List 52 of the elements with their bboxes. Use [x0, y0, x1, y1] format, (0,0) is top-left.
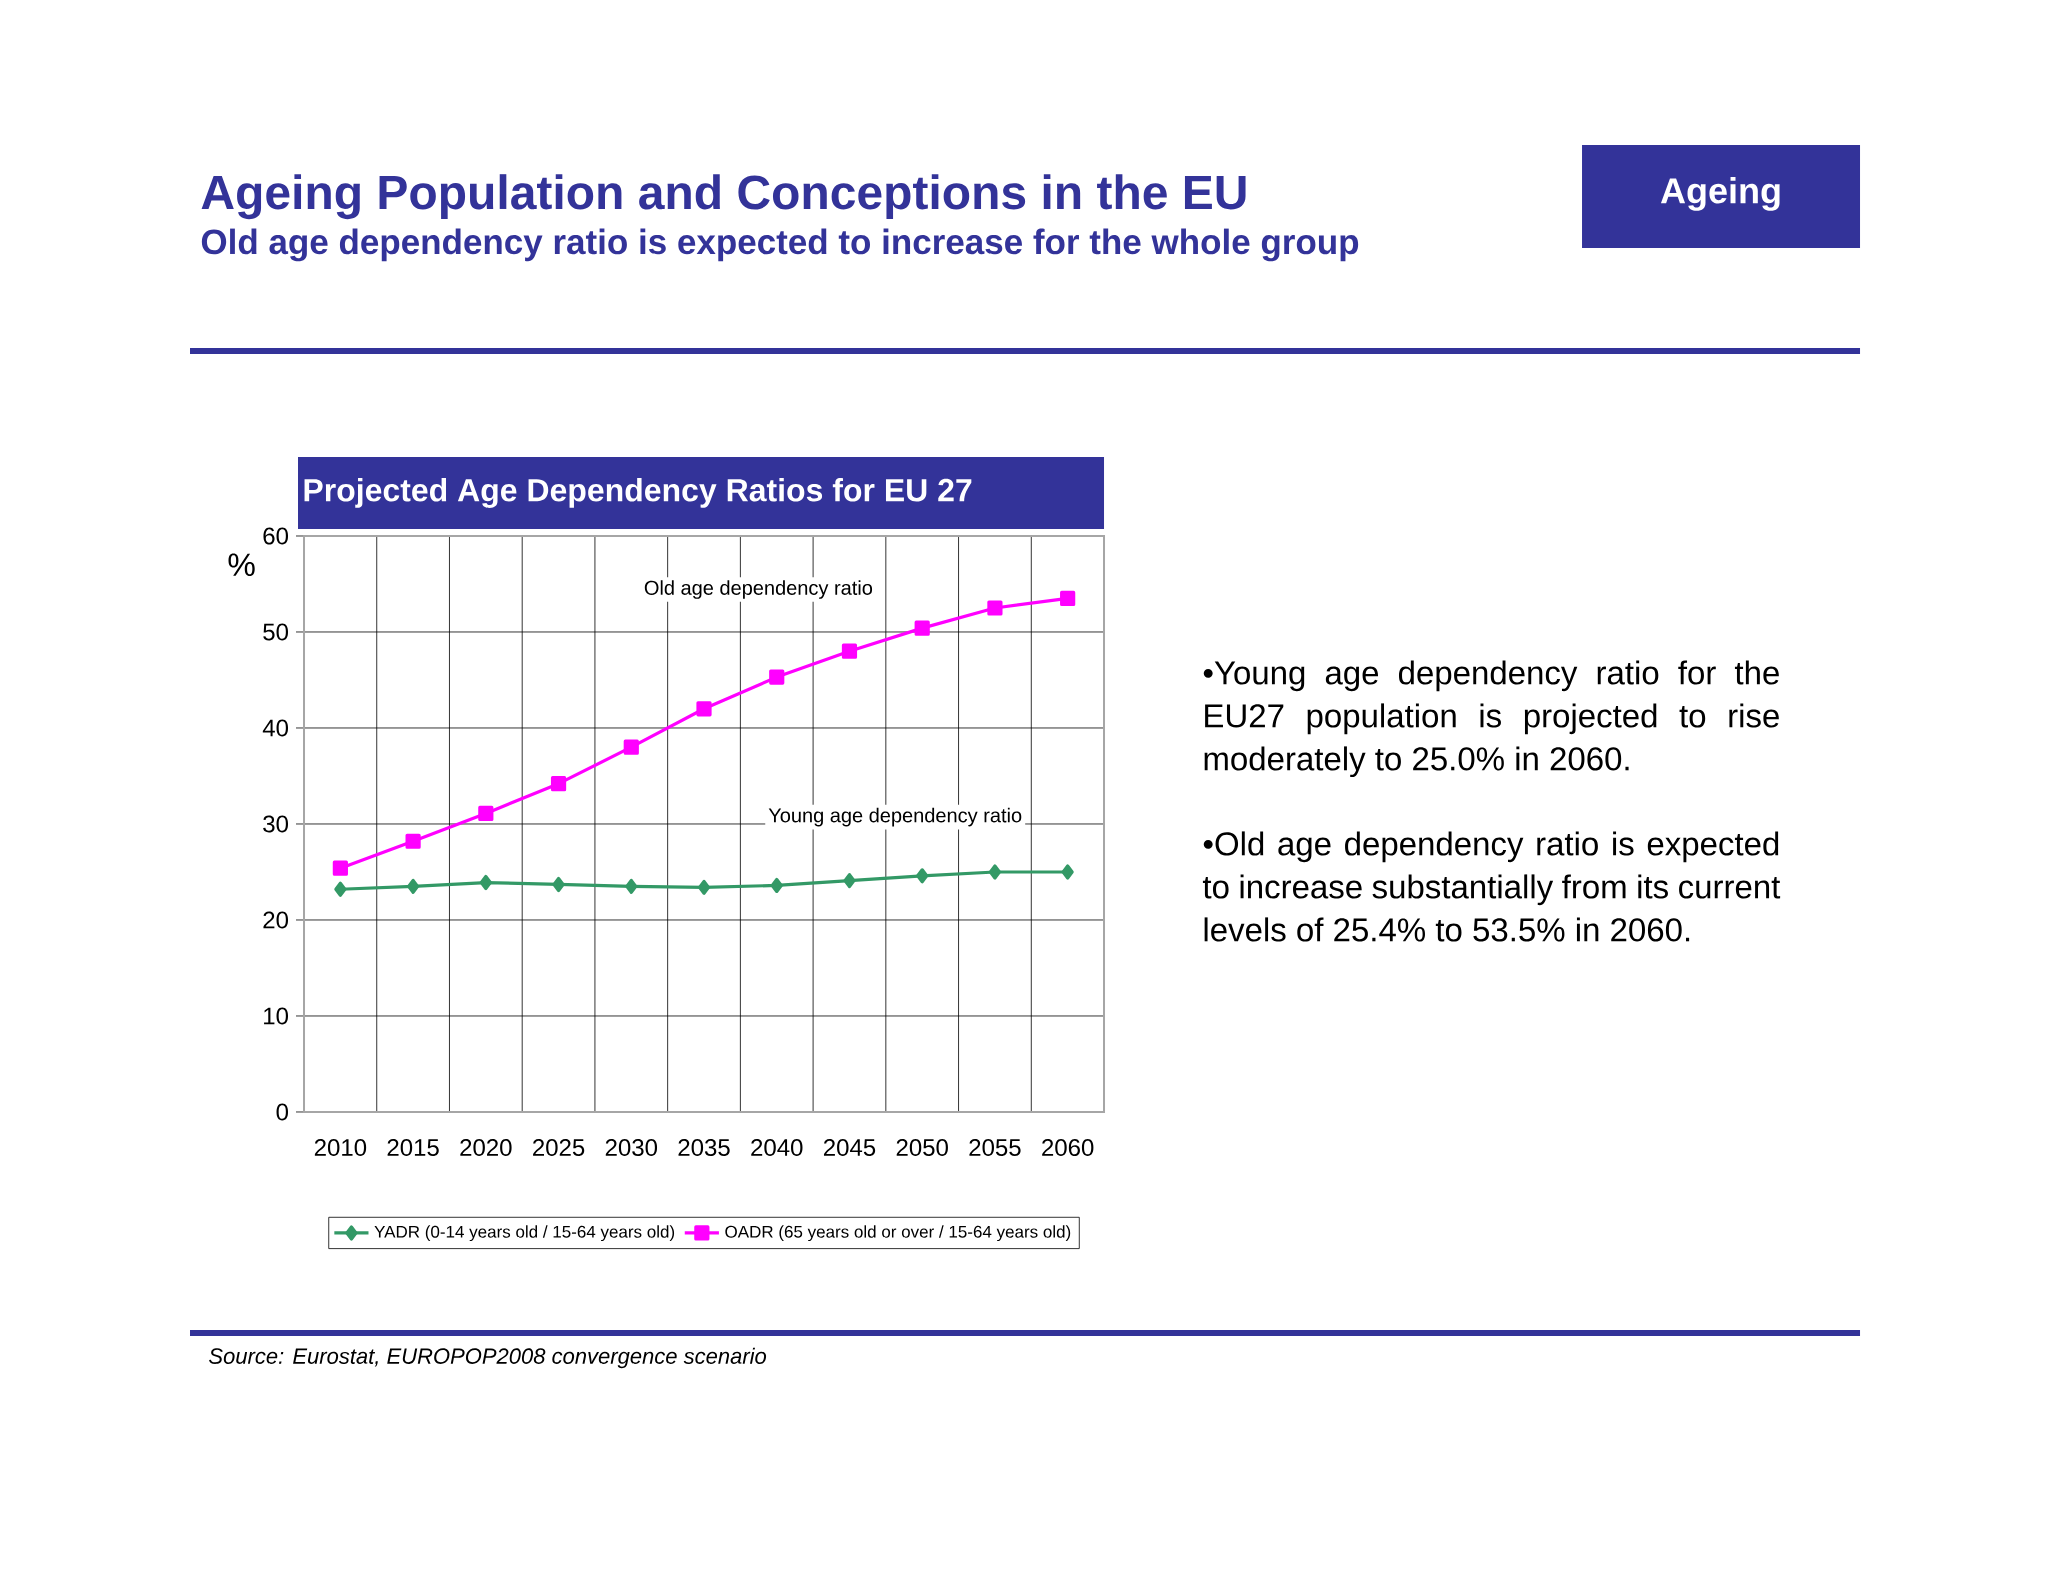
- y-tick-label: 20: [263, 911, 289, 929]
- x-tick-label: 2045: [823, 1139, 876, 1157]
- point: [916, 868, 929, 884]
- point: [478, 805, 494, 822]
- y-tick-label: 50: [263, 623, 289, 641]
- source-note: Source: Eurostat, EUROPOP2008 convergence scenario: [209, 1347, 767, 1369]
- x-tick-label: 2020: [460, 1139, 512, 1157]
- x-tick-label: 2050: [896, 1139, 948, 1157]
- x-tick-label: 2010: [314, 1139, 367, 1157]
- x-tick-label: 2040: [751, 1139, 803, 1157]
- y-axis-title: %: [228, 553, 255, 576]
- text: •Old age dependency ratio is expected to increase substantially from its current levels of 25.4% to 53.5% in 2060.: [1202, 831, 1781, 942]
- chart-subtitle: Old age dependency ratio is expected to increase for the whole group: [201, 228, 1359, 262]
- annotation: Young age dependency ratio: [768, 807, 1022, 827]
- y-tick-label: 30: [263, 815, 289, 833]
- y-tick-label: 0: [276, 1103, 289, 1121]
- point: [334, 881, 347, 897]
- chart-title: Ageing Population and Conceptions in the EU: [201, 174, 1246, 220]
- point: [405, 833, 421, 849]
- x-tick-label: 2025: [533, 1139, 585, 1157]
- x-tick-label: 2030: [605, 1139, 658, 1157]
- point: [479, 874, 492, 891]
- point: [1060, 590, 1076, 606]
- point: [914, 620, 930, 636]
- annotation: Old age dependency ratio: [644, 580, 873, 599]
- point: [625, 878, 638, 894]
- text: Projected Age Dependency Ratios for EU 27: [304, 478, 972, 508]
- x-tick-label: 2055: [969, 1139, 1021, 1157]
- point: [332, 860, 348, 876]
- x-tick-label: 2060: [1042, 1139, 1094, 1157]
- legend-label: OADR (65 years old or over / 15-64 years old): [725, 1225, 1071, 1242]
- point: [770, 877, 783, 894]
- point: [1061, 864, 1074, 880]
- point: [841, 643, 858, 659]
- point: [987, 600, 1003, 616]
- x-tick-label: 2015: [387, 1139, 439, 1157]
- y-tick-label: 60: [263, 527, 289, 545]
- point: [769, 669, 785, 685]
- point: [550, 776, 567, 792]
- y-tick-label: 10: [264, 1007, 289, 1025]
- point: [623, 739, 639, 755]
- point: [696, 701, 712, 717]
- point: [843, 873, 856, 889]
- point: [407, 878, 420, 894]
- y-tick-label: 40: [262, 719, 289, 737]
- text: •Young age dependency ratio for the EU27 population is projected to rise moderately to 25.0% in 2060.: [1203, 660, 1779, 778]
- text: Ageing: [1660, 177, 1780, 211]
- point: [552, 876, 565, 893]
- point: [988, 864, 1002, 880]
- point: [697, 879, 711, 895]
- x-tick-label: 2035: [678, 1139, 730, 1157]
- legend-label: YADR (0-14 years old / 15-64 years old): [374, 1225, 675, 1242]
